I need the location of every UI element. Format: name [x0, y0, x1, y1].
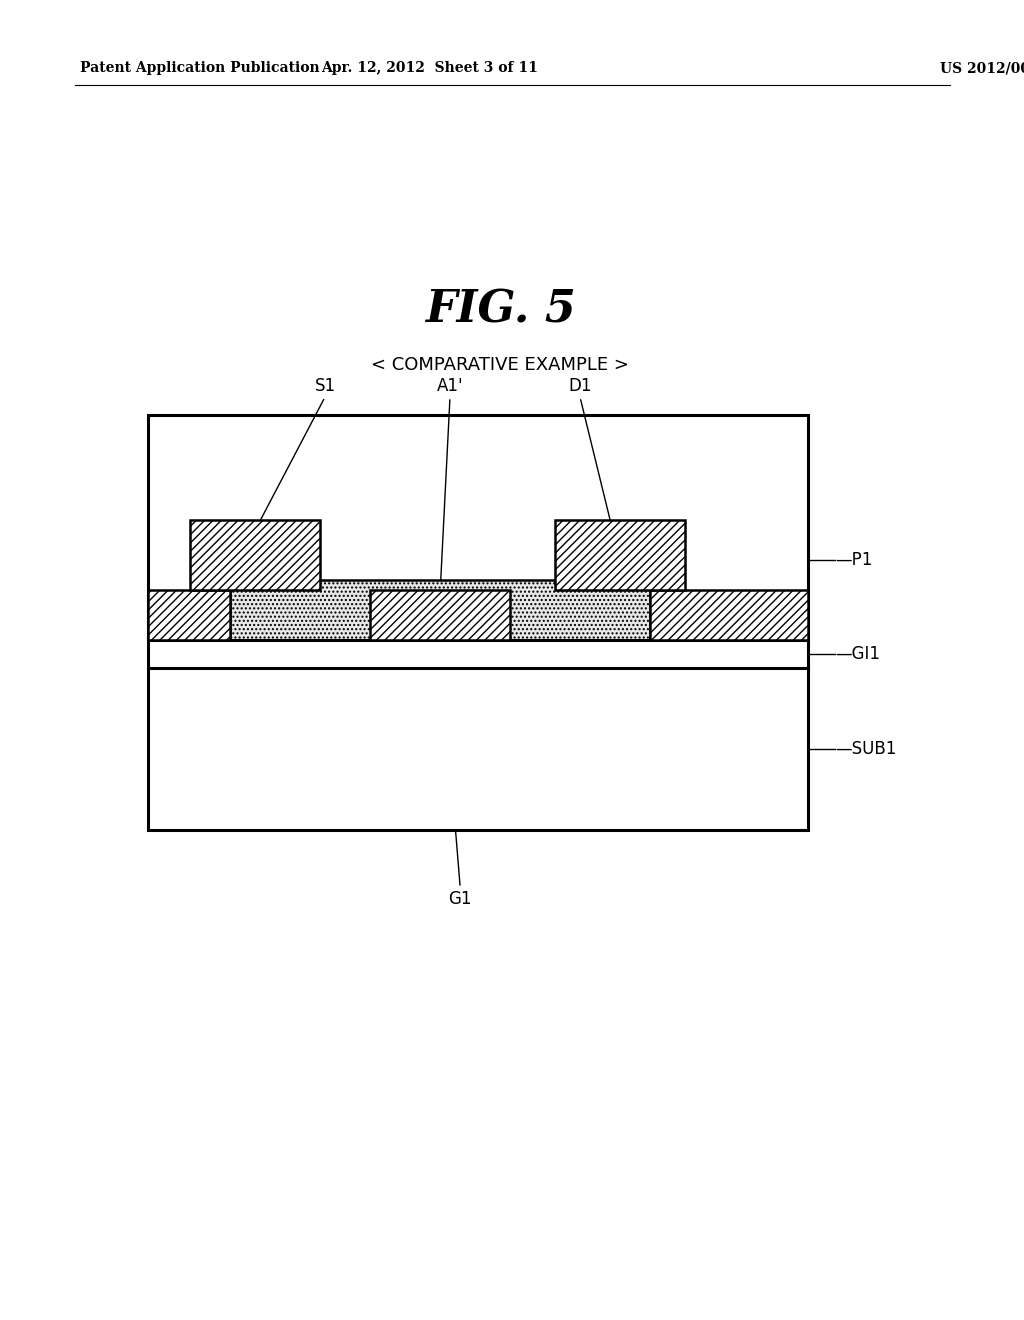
Bar [230, 579, 650, 640]
Bar [148, 590, 230, 640]
Text: G1: G1 [449, 890, 472, 908]
Text: < COMPARATIVE EXAMPLE >: < COMPARATIVE EXAMPLE > [371, 356, 629, 374]
Text: Apr. 12, 2012  Sheet 3 of 11: Apr. 12, 2012 Sheet 3 of 11 [322, 61, 539, 75]
Text: FIG. 5: FIG. 5 [425, 289, 575, 331]
Bar [555, 520, 685, 590]
Bar [370, 590, 510, 640]
Text: Patent Application Publication: Patent Application Publication [80, 61, 319, 75]
Bar [190, 520, 319, 590]
Text: D1: D1 [568, 378, 592, 395]
Text: A1': A1' [436, 378, 463, 395]
Text: US 2012/0085999 A1: US 2012/0085999 A1 [940, 61, 1024, 75]
Text: —SUB1: —SUB1 [835, 741, 896, 758]
Bar [650, 590, 808, 640]
Text: S1: S1 [314, 378, 336, 395]
Text: —P1: —P1 [835, 550, 872, 569]
Bar [148, 414, 808, 830]
Text: —GI1: —GI1 [835, 645, 880, 663]
